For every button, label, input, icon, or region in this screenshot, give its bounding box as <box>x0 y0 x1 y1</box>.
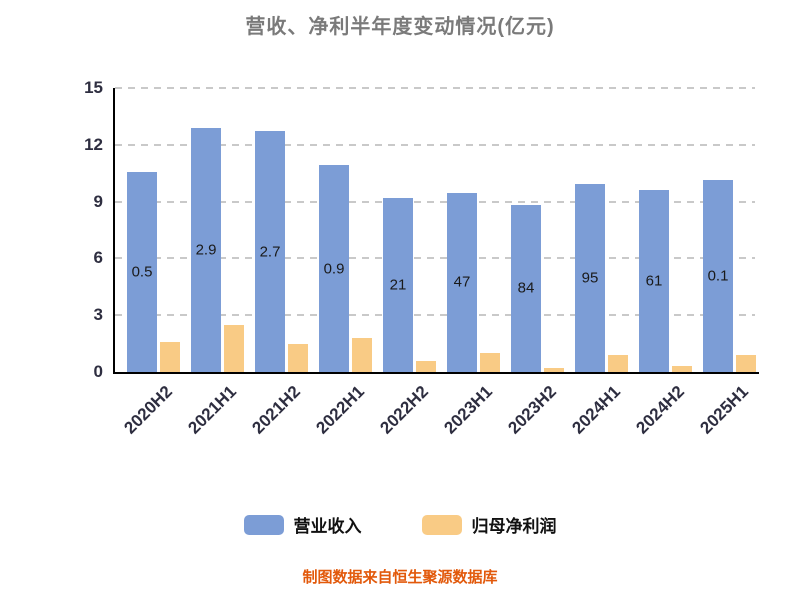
plot-area: 0 3 6 9 12 15 0.5 2020H2 2.9 2021H1 2.7 2021H2 0.9 20… <box>84 78 759 438</box>
gridline <box>115 87 755 89</box>
profit-bar <box>672 366 692 372</box>
revenue-bar <box>127 172 157 372</box>
bar-value-label: 0.1 <box>707 267 729 285</box>
x-tick-label: 2021H1 <box>184 382 241 438</box>
x-tick-label: 2024H1 <box>568 382 625 438</box>
gridline <box>115 257 755 260</box>
x-tick-label: 2024H2 <box>632 382 689 438</box>
y-axis <box>113 88 115 372</box>
bar-value-label: 47 <box>453 273 471 291</box>
bar-value-label: 0.5 <box>131 263 153 281</box>
bar-value-label: 61 <box>645 272 663 290</box>
x-tick-label: 2021H2 <box>248 382 305 438</box>
gridline <box>115 200 755 203</box>
legend-swatch-revenue <box>243 514 284 535</box>
gridline <box>115 143 755 146</box>
legend: 营业收入 归母净利润 <box>0 512 800 537</box>
profit-bar <box>608 354 628 372</box>
revenue-bar <box>447 192 477 372</box>
x-tick-label: 2022H2 <box>376 382 433 438</box>
x-tick-label: 2025H1 <box>696 382 753 438</box>
gridline <box>115 314 755 317</box>
bar-value-label: 95 <box>581 269 599 287</box>
bar-value-label: 2.9 <box>195 241 217 259</box>
x-tick-label: 2023H1 <box>440 382 497 438</box>
legend-item-net-profit: 归母净利润 <box>421 512 557 537</box>
legend-label-revenue: 营业收入 <box>293 517 362 536</box>
revenue-bar <box>511 204 541 372</box>
data-source-note: 制图数据来自恒生聚源数据库 <box>302 569 498 586</box>
profit-bar <box>160 341 180 372</box>
chart-title: 营收、净利半年度变动情况(亿元) <box>245 16 555 38</box>
profit-bar <box>544 368 564 372</box>
profit-bar <box>224 324 244 372</box>
x-tick-label: 2023H2 <box>504 382 561 438</box>
y-tick-label: 12 <box>84 134 103 154</box>
bar-value-label: 84 <box>517 279 535 297</box>
y-tick-label: 0 <box>93 362 103 381</box>
revenue-bar <box>639 190 669 372</box>
bar-value-label: 2.7 <box>259 243 281 261</box>
profit-bar <box>480 353 500 372</box>
y-tick-label: 3 <box>93 305 103 325</box>
x-tick-label: 2022H1 <box>312 382 369 438</box>
revenue-bar <box>703 180 733 372</box>
profit-bar <box>288 343 308 372</box>
profit-bar <box>736 354 756 372</box>
revenue-bar <box>575 183 605 372</box>
legend-swatch-net-profit <box>421 514 462 535</box>
legend-label-net-profit: 归母净利润 <box>471 517 557 536</box>
revenue-bar <box>319 165 349 372</box>
x-axis <box>113 372 759 374</box>
x-tick-label: 2020H2 <box>120 382 177 438</box>
profit-bar <box>416 360 436 372</box>
y-tick-label: 15 <box>84 78 103 97</box>
profit-bar <box>352 337 372 372</box>
y-tick-label: 6 <box>93 248 103 268</box>
revenue-bar <box>383 197 413 372</box>
bar-value-label: 0.9 <box>323 260 345 278</box>
y-tick-label: 9 <box>93 191 103 211</box>
bar-value-label: 21 <box>389 276 407 294</box>
revenue-bar <box>255 131 285 372</box>
legend-item-revenue: 营业收入 <box>243 512 362 537</box>
revenue-bar <box>191 127 221 372</box>
